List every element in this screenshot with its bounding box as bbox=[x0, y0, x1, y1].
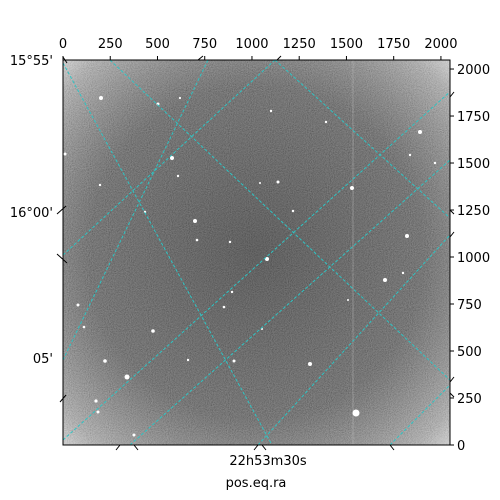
top-tick-label: 250 bbox=[98, 37, 123, 52]
star bbox=[230, 290, 234, 294]
star bbox=[132, 433, 136, 437]
dec-tick bbox=[56, 205, 67, 215]
grid-line bbox=[129, 159, 450, 445]
top-axis: 0 250 500 750 1000 1250 1500 1750 2000 bbox=[59, 37, 457, 60]
bottom-axis: 22h53m30s bbox=[115, 55, 455, 469]
star bbox=[193, 219, 197, 223]
stars bbox=[63, 96, 437, 437]
star bbox=[103, 359, 107, 363]
grid-line bbox=[109, 60, 450, 381]
x-axis-title: pos.eq.ra bbox=[226, 476, 287, 491]
right-tick-label: 1250 bbox=[457, 204, 490, 219]
dec-tick-label: 05' bbox=[33, 352, 53, 367]
dec-tick bbox=[56, 253, 68, 264]
ra-tick bbox=[261, 444, 267, 451]
right-tick-label: 0 bbox=[457, 439, 465, 454]
right-tick-label: 500 bbox=[457, 345, 482, 360]
star bbox=[124, 374, 130, 380]
top-tick-label: 500 bbox=[145, 37, 170, 52]
top-tick-label: 750 bbox=[192, 37, 217, 52]
star bbox=[151, 329, 155, 333]
right-tick-label: 1750 bbox=[457, 110, 490, 125]
grid-line bbox=[63, 60, 209, 361]
edge-tick bbox=[449, 91, 455, 98]
star bbox=[350, 186, 354, 190]
grid-line bbox=[63, 62, 273, 445]
star bbox=[232, 359, 236, 363]
grid-line bbox=[389, 384, 450, 445]
star bbox=[63, 152, 67, 156]
right-tick-label: 1000 bbox=[457, 251, 490, 266]
ra-tick-label: 22h53m30s bbox=[229, 454, 307, 469]
edge-tick bbox=[449, 209, 455, 215]
top-tick-label: 0 bbox=[59, 37, 67, 52]
right-tick-label: 2000 bbox=[457, 63, 490, 78]
star bbox=[170, 156, 174, 160]
dec-tick bbox=[59, 394, 67, 403]
grid-line bbox=[257, 234, 450, 445]
star bbox=[178, 96, 182, 100]
star bbox=[222, 305, 226, 309]
top-tick-label: 1750 bbox=[377, 37, 410, 52]
edge-tick bbox=[276, 55, 282, 61]
right-tick-label: 750 bbox=[457, 298, 482, 313]
dec-tick-label: 15°55' bbox=[10, 54, 53, 69]
ra-tick bbox=[133, 444, 139, 451]
top-tick-label: 1250 bbox=[283, 37, 316, 52]
sky-image bbox=[63, 60, 450, 445]
left-axis: 15°55' 16°00' 05' bbox=[10, 54, 68, 403]
star bbox=[276, 180, 280, 184]
top-tick-label: 1000 bbox=[235, 37, 268, 52]
dec-tick-label: 16°00' bbox=[10, 206, 53, 221]
ra-tick bbox=[115, 444, 121, 451]
top-tick-label: 2000 bbox=[424, 37, 457, 52]
right-axis: 0 250 500 750 1000 1250 1500 1750 2000 bbox=[450, 63, 490, 454]
plot-frame bbox=[62, 59, 451, 446]
star bbox=[308, 362, 312, 366]
star bbox=[352, 409, 360, 417]
star bbox=[269, 109, 273, 113]
edge-tick bbox=[449, 231, 455, 238]
star bbox=[76, 303, 80, 307]
star bbox=[401, 271, 405, 275]
star bbox=[408, 153, 412, 157]
edge-tick bbox=[197, 55, 204, 61]
coordinate-grid bbox=[63, 60, 450, 445]
star bbox=[195, 238, 199, 242]
star bbox=[186, 358, 190, 362]
star bbox=[324, 120, 328, 124]
grid-line bbox=[274, 60, 450, 219]
star bbox=[383, 278, 387, 282]
edge-tick bbox=[449, 376, 455, 383]
edge-tick bbox=[449, 392, 455, 398]
star bbox=[405, 234, 409, 238]
star bbox=[228, 240, 232, 244]
star bbox=[98, 183, 102, 187]
grid-line bbox=[63, 91, 450, 441]
ra-tick bbox=[389, 444, 395, 451]
star bbox=[347, 299, 349, 301]
star bbox=[418, 130, 422, 134]
star bbox=[433, 161, 437, 165]
star bbox=[96, 410, 100, 414]
star bbox=[82, 325, 86, 329]
right-tick-label: 250 bbox=[457, 392, 482, 407]
star bbox=[291, 209, 295, 213]
right-tick-label: 1500 bbox=[457, 157, 490, 172]
dec-tick bbox=[62, 56, 68, 64]
star bbox=[176, 174, 180, 178]
grid-line bbox=[63, 60, 276, 256]
top-tick-label: 1500 bbox=[330, 37, 363, 52]
ra-tick bbox=[253, 444, 259, 451]
star bbox=[99, 96, 103, 100]
star bbox=[259, 182, 261, 184]
star bbox=[94, 399, 98, 403]
